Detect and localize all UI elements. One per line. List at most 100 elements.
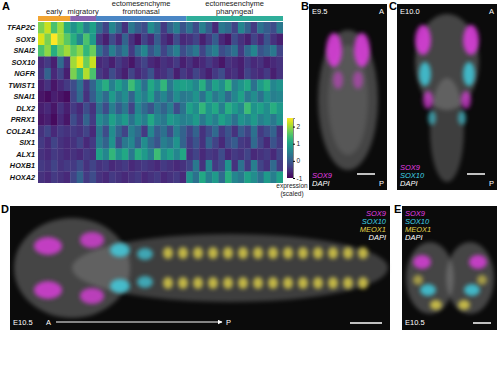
heatmap-cell (57, 22, 64, 34)
heatmap-cell (270, 91, 277, 103)
heatmap-cell (141, 149, 148, 161)
heatmap-cell (244, 114, 251, 126)
stain-signal (238, 247, 248, 259)
stage-label: E10.5 (13, 318, 33, 327)
heatmap-cell (167, 172, 174, 184)
heatmap-cell (206, 91, 213, 103)
heatmap-cell (193, 34, 200, 46)
heatmap-cell (64, 45, 71, 57)
heatmap-cell (64, 172, 71, 184)
heatmap-cell (173, 137, 180, 149)
axis-label: A (46, 318, 51, 327)
heatmap-cell (264, 91, 271, 103)
heatmap-cell (180, 114, 187, 126)
heatmap-cell (109, 45, 116, 57)
heatmap-cell (257, 34, 264, 46)
heatmap-cell (264, 80, 271, 92)
heatmap-cell (38, 80, 45, 92)
stain-signal (137, 248, 153, 260)
heatmap-cell (109, 57, 116, 69)
heatmap-cell (225, 126, 232, 138)
heatmap-cell (244, 160, 251, 172)
heatmap-cell (38, 126, 45, 138)
heatmap-cell (199, 137, 206, 149)
heatmap-cell (264, 45, 271, 57)
heatmap-cell (270, 68, 277, 80)
row-label: TWIST1 (8, 81, 35, 90)
colorbar-tick-mark (293, 144, 295, 145)
heatmap-cell (206, 34, 213, 46)
heatmap-cell (154, 126, 161, 138)
heatmap-cell (83, 80, 90, 92)
heatmap-cell (212, 103, 219, 115)
row-tick: PRRX1 (11, 115, 35, 124)
heatmap-cell (64, 22, 71, 34)
heatmap-cell (231, 91, 238, 103)
heatmap-cell (64, 114, 71, 126)
heatmap-cell (115, 126, 122, 138)
colorbar-tick-label: -1 (297, 175, 303, 182)
heatmap-cell (148, 22, 155, 34)
heatmap-cell (141, 103, 148, 115)
heatmap-cell (186, 91, 193, 103)
group-bar (38, 16, 70, 21)
heatmap-cell (161, 34, 168, 46)
heatmap-cell (51, 137, 58, 149)
heatmap-cell (64, 137, 71, 149)
heatmap-cell (173, 57, 180, 69)
heatmap-cell (115, 160, 122, 172)
heatmap-cell (109, 34, 116, 46)
heatmap-cell (64, 149, 71, 161)
heatmap-cell (186, 68, 193, 80)
heatmap-cell (231, 172, 238, 184)
colorbar-axis: -1012 (293, 119, 303, 182)
heatmap-cell (51, 103, 58, 115)
heatmap-cell (44, 34, 51, 46)
heatmap-cell (212, 137, 219, 149)
heatmap-cell (257, 57, 264, 69)
heatmap-cell (122, 126, 129, 138)
heatmap-cell (148, 80, 155, 92)
stain-signal (333, 71, 343, 89)
heatmap-cell (167, 22, 174, 34)
heatmap-cell (180, 126, 187, 138)
heatmap-cell (206, 172, 213, 184)
heatmap-cell (167, 137, 174, 149)
heatmap-cell (173, 91, 180, 103)
heatmap-cell (212, 114, 219, 126)
heatmap-cell (257, 68, 264, 80)
stain-signal (238, 277, 248, 289)
heatmap-cell (115, 91, 122, 103)
heatmap-cell (77, 160, 84, 172)
heatmap-cell (206, 137, 213, 149)
heatmap-cell (38, 45, 45, 57)
heatmap-cell (180, 45, 187, 57)
heatmap-cell (148, 137, 155, 149)
heatmap-cell (115, 68, 122, 80)
heatmap-cell (199, 114, 206, 126)
heatmap-cell (277, 91, 283, 103)
heatmap-cell (83, 172, 90, 184)
heatmap-cell (83, 91, 90, 103)
heatmap-cell (277, 126, 283, 138)
group-label: ectomesenchymepharyngeal (205, 0, 264, 16)
heatmap-cell (193, 103, 200, 115)
heatmap-cell (141, 137, 148, 149)
heatmap-cell (154, 45, 161, 57)
heatmap-cell (277, 149, 283, 161)
heatmap-cell (83, 149, 90, 161)
heatmap-cell (148, 114, 155, 126)
heatmap-cell (251, 114, 258, 126)
heatmap-cell (193, 114, 200, 126)
stage-label: E9.5 (312, 7, 327, 16)
heatmap-cell (96, 160, 103, 172)
heatmap-cell (122, 114, 129, 126)
heatmap-cell (264, 149, 271, 161)
heatmap-cell (57, 149, 64, 161)
heatmap-cell (193, 172, 200, 184)
stain-signal (110, 243, 130, 257)
heatmap-cell (83, 45, 90, 57)
heatmap-cell (251, 80, 258, 92)
heatmap-cell (180, 57, 187, 69)
heatmap-cell (51, 45, 58, 57)
